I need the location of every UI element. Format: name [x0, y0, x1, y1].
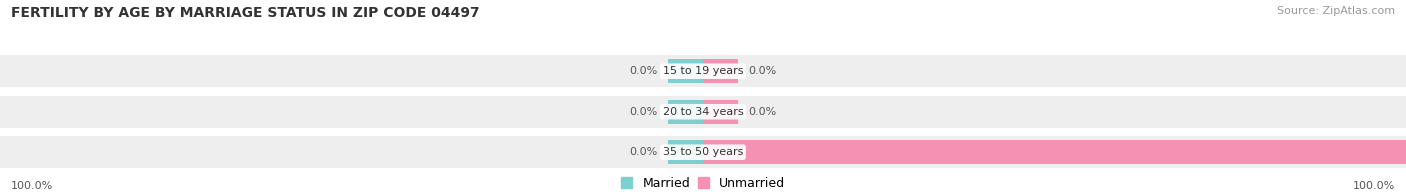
Text: 0.0%: 0.0%: [628, 107, 657, 117]
Bar: [0, 55, 1406, 87]
Text: 0.0%: 0.0%: [749, 107, 778, 117]
Bar: [668, 100, 703, 124]
Text: 20 to 34 years: 20 to 34 years: [662, 107, 744, 117]
Text: 0.0%: 0.0%: [749, 66, 778, 76]
Text: Source: ZipAtlas.com: Source: ZipAtlas.com: [1277, 6, 1395, 16]
Text: FERTILITY BY AGE BY MARRIAGE STATUS IN ZIP CODE 04497: FERTILITY BY AGE BY MARRIAGE STATUS IN Z…: [11, 6, 479, 20]
Bar: [0, 95, 1406, 128]
Bar: [703, 59, 738, 83]
Text: 100.0%: 100.0%: [1353, 181, 1395, 191]
Text: 35 to 50 years: 35 to 50 years: [662, 147, 744, 157]
Text: 100.0%: 100.0%: [11, 181, 53, 191]
Legend: Married, Unmarried: Married, Unmarried: [621, 177, 785, 190]
Text: 15 to 19 years: 15 to 19 years: [662, 66, 744, 76]
Text: 0.0%: 0.0%: [628, 66, 657, 76]
Bar: [668, 140, 703, 164]
Bar: [703, 100, 738, 124]
Bar: [703, 140, 1406, 164]
Bar: [0, 136, 1406, 168]
Bar: [668, 59, 703, 83]
Text: 0.0%: 0.0%: [628, 147, 657, 157]
